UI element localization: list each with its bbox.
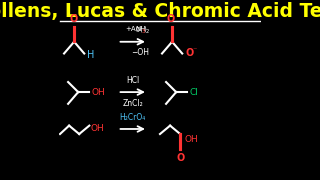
Text: H₂CrO₄: H₂CrO₄ (120, 113, 146, 122)
Text: O: O (69, 14, 77, 24)
Text: H: H (87, 50, 94, 60)
Text: OH: OH (91, 88, 105, 97)
Text: OH: OH (184, 134, 198, 143)
Text: 3: 3 (141, 29, 145, 34)
Text: −OH: −OH (131, 48, 149, 57)
Text: O: O (185, 48, 194, 58)
Text: O: O (176, 153, 184, 163)
Text: Cl: Cl (189, 88, 198, 97)
Text: ): ) (143, 26, 146, 32)
Text: +Ag(: +Ag( (126, 26, 143, 32)
Text: Tollens, Lucas & Chromic Acid Test: Tollens, Lucas & Chromic Acid Test (0, 2, 320, 21)
Text: O: O (167, 14, 175, 24)
Text: HCl: HCl (126, 76, 139, 85)
Text: OH: OH (90, 124, 104, 133)
Text: ZnCl₂: ZnCl₂ (122, 100, 143, 109)
Text: 2: 2 (146, 29, 149, 34)
Text: NH: NH (135, 26, 146, 32)
Text: ⁻: ⁻ (192, 45, 197, 54)
